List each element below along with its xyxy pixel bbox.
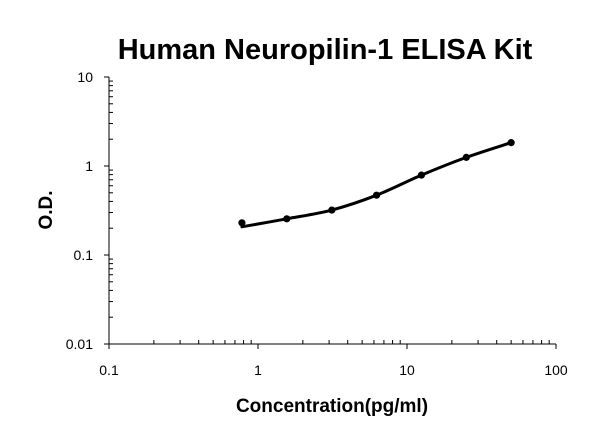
x-axis-label: Concentration(pg/ml) xyxy=(236,396,428,417)
x-tick-label: 0.1 xyxy=(99,362,119,378)
x-tick-label: 10 xyxy=(399,362,415,378)
data-point xyxy=(283,215,291,223)
x-ticks xyxy=(108,340,557,349)
axes xyxy=(108,77,556,345)
data-point xyxy=(328,206,336,214)
y-tick-label: 0.1 xyxy=(74,247,94,263)
data-point xyxy=(238,219,246,227)
x-tick-labels: 0.1 1 10 100 xyxy=(99,362,568,378)
fit-curve xyxy=(240,141,513,229)
data-points xyxy=(238,139,515,227)
x-tick-label: 100 xyxy=(544,362,568,378)
y-tick-label: 1 xyxy=(85,158,93,174)
y-axis-label: O.D. xyxy=(36,190,57,229)
data-point xyxy=(507,139,515,147)
y-tick-labels: 0.01 0.1 1 10 xyxy=(66,69,93,352)
y-tick-label: 10 xyxy=(77,69,93,85)
y-ticks xyxy=(104,76,113,345)
data-point xyxy=(462,153,470,161)
data-point xyxy=(417,171,426,179)
data-point xyxy=(372,191,381,199)
y-tick-label: 0.01 xyxy=(66,336,93,352)
x-tick-label: 1 xyxy=(254,362,262,378)
chart-title: Human Neuropilin-1 ELISA Kit xyxy=(118,34,533,66)
